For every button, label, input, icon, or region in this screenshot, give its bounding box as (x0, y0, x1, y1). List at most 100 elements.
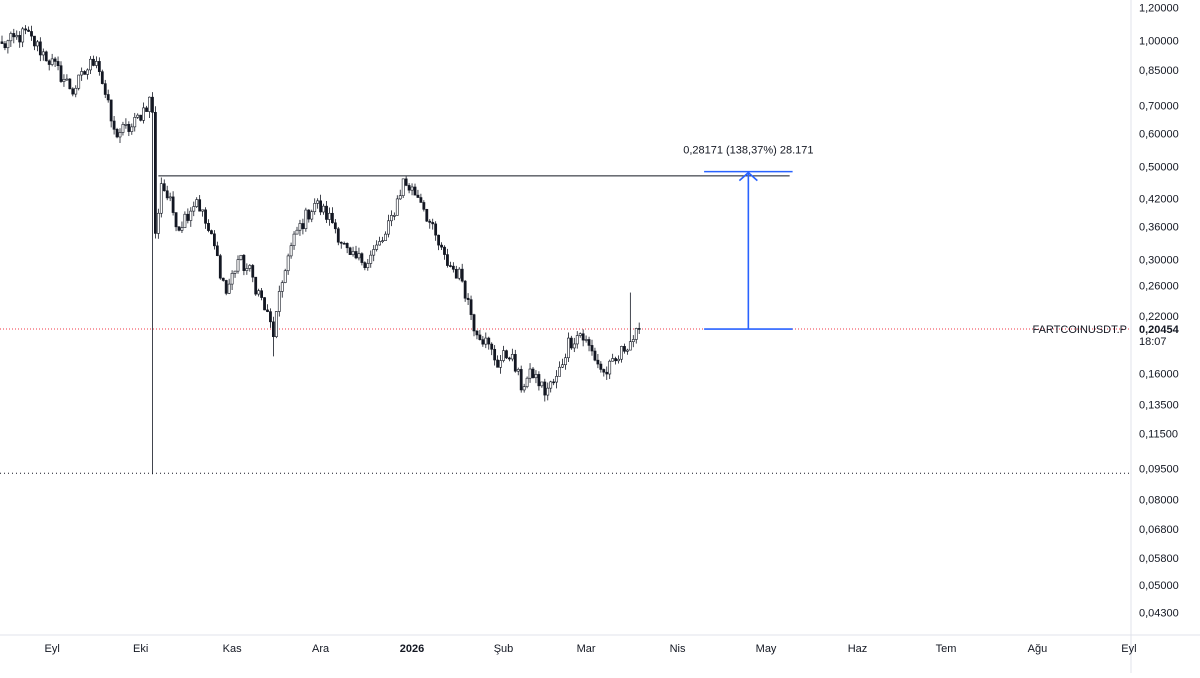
candle-body-down (407, 185, 411, 191)
price-tick-label: 0,50000 (1139, 162, 1179, 174)
candle (357, 247, 361, 261)
candle (372, 245, 376, 262)
candle-body-down (18, 35, 22, 43)
candle (328, 207, 331, 226)
candle (154, 106, 157, 239)
candle (233, 270, 237, 278)
candle-body-up (499, 360, 502, 368)
candle (0, 35, 4, 44)
candle (572, 337, 576, 353)
candle-body-down (434, 223, 438, 236)
candle-body-down (602, 369, 606, 373)
candle-body-down (490, 343, 494, 350)
time-axis[interactable]: Eyl Eki Kas Ara 2026 Şub Mar Nis May Haz Tem Ağu Eyl… (45, 643, 1200, 655)
candle (623, 343, 626, 354)
time-tick-label: May (756, 643, 777, 655)
candle (389, 210, 393, 227)
candle (207, 219, 210, 233)
candle-body-up (620, 346, 623, 360)
candle (159, 177, 163, 218)
price-tick-label: 0,13500 (1139, 400, 1179, 412)
candle-body-up (148, 96, 151, 112)
price-tick-label: 0,16000 (1139, 369, 1179, 381)
time-tick-label: Haz (848, 643, 868, 655)
time-tick-label: Ara (312, 643, 330, 655)
candle (189, 207, 193, 227)
candle-body-down (71, 88, 75, 95)
candle (425, 208, 429, 223)
price-tick-label: 0,05000 (1139, 580, 1179, 592)
candle (605, 366, 609, 380)
candle-body-down (92, 58, 95, 66)
candle-body-up (245, 268, 249, 271)
candle-body-down (363, 262, 367, 268)
candle-body-down (44, 51, 48, 62)
candle (505, 349, 508, 359)
candle-body-up (159, 183, 163, 214)
candle (472, 313, 476, 337)
candle-body-up (230, 273, 234, 285)
candle-body-down (404, 178, 408, 186)
candle (599, 361, 603, 373)
candle-body-up (286, 255, 290, 272)
candle-body-down (83, 71, 87, 75)
candle (410, 183, 414, 196)
candle-body-down (215, 245, 219, 256)
candle (620, 345, 623, 363)
candle-body-down (543, 381, 547, 396)
candle (543, 378, 547, 402)
candle (192, 201, 196, 217)
candle (218, 253, 222, 280)
candle-body-down (487, 337, 491, 345)
candle-body-down (593, 350, 597, 361)
candle (21, 26, 25, 48)
candle-body-down (145, 107, 148, 112)
candle-body-up (41, 51, 45, 56)
candle (384, 231, 387, 241)
candle-body-up (183, 213, 187, 229)
candle (351, 246, 355, 257)
candle-body-up (62, 79, 66, 82)
candle (71, 87, 75, 97)
candle-body-down (224, 280, 228, 294)
candle (522, 383, 526, 393)
candle-body-up (168, 196, 172, 199)
measure-tool[interactable]: 0,28171 (138,37%) 28.171 (683, 145, 813, 330)
candle (478, 329, 482, 341)
candle (581, 329, 585, 347)
candle (295, 226, 299, 235)
candle-body-up (484, 337, 488, 345)
candle-body-down (251, 265, 255, 278)
candle-body-up (6, 40, 10, 49)
candle (617, 355, 620, 364)
candle-body-down (115, 129, 119, 138)
candle-body-up (298, 223, 302, 231)
candle (416, 189, 420, 198)
candle-body-down (587, 339, 591, 346)
candle (413, 183, 417, 196)
candle-body-down (552, 381, 556, 384)
candle-body-down (319, 200, 323, 213)
candle (546, 382, 550, 401)
candle (100, 69, 104, 85)
time-tick-label: 2026 (400, 643, 424, 655)
candle (596, 354, 600, 369)
candle (254, 276, 258, 296)
candle-body-down (165, 190, 169, 199)
candle (401, 178, 405, 199)
candle-body-down (103, 83, 107, 95)
candle (481, 336, 485, 347)
candle (151, 92, 154, 475)
candle (555, 370, 559, 389)
candle-body-up (121, 124, 125, 133)
candle (41, 48, 45, 61)
candle-body-up (80, 71, 84, 76)
candle (451, 262, 455, 273)
candle-body-down (443, 246, 446, 255)
candle (339, 241, 343, 249)
candle-body-up (322, 205, 325, 213)
price-axis[interactable]: 1,20000 1,00000 0,85000 0,70000 0,60000 0,500… (1032, 2, 1179, 619)
candle-body-up (189, 210, 193, 221)
